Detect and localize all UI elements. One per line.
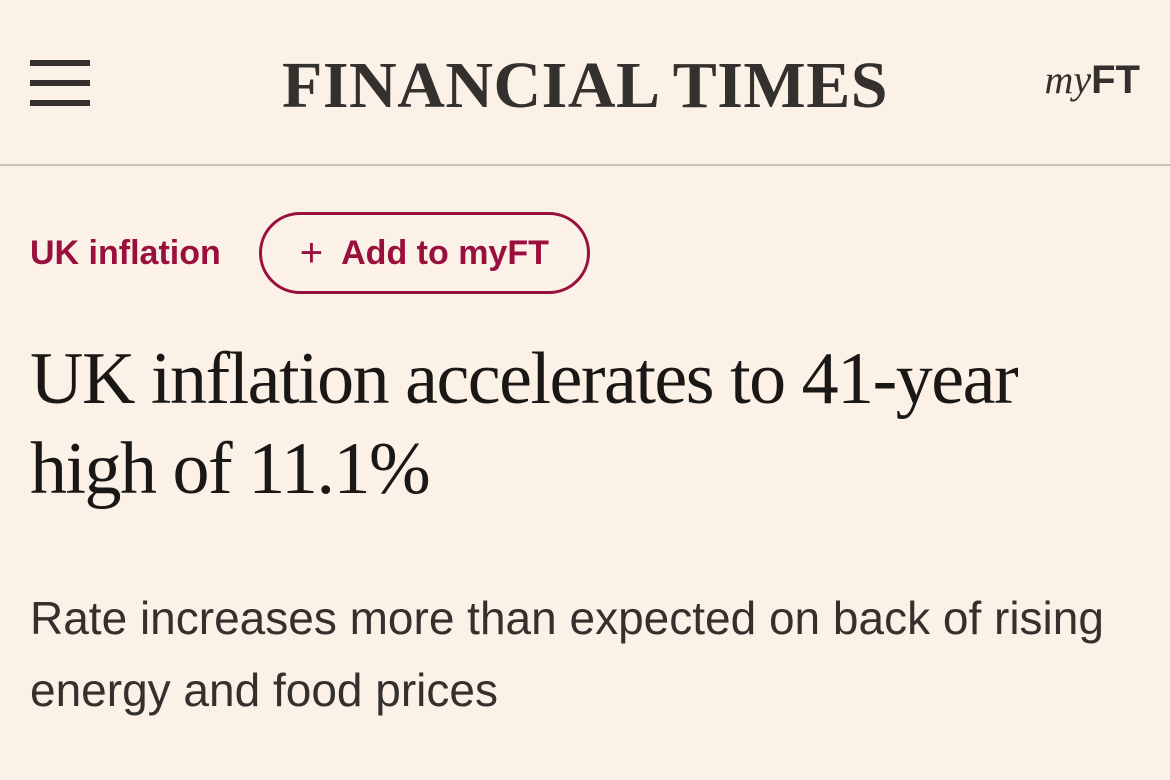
- menu-bar: [30, 80, 90, 86]
- site-header: FINANCIAL TIMES myFT: [0, 0, 1170, 166]
- plus-icon: +: [299, 231, 324, 275]
- myft-logo-my: my: [1044, 57, 1092, 102]
- article-standfirst: Rate increases more than expected on bac…: [30, 592, 1104, 716]
- add-to-myft-label: Add to myFT: [341, 233, 549, 272]
- myft-link[interactable]: myFT: [1044, 52, 1140, 108]
- menu-bar: [30, 60, 90, 66]
- menu-bar: [30, 100, 90, 106]
- article-headline: UK inflation accelerates to 41-year high…: [30, 338, 1019, 510]
- topic-link[interactable]: UK inflation: [30, 233, 221, 272]
- add-to-myft-button[interactable]: + Add to myFT: [258, 212, 590, 294]
- masthead-logo[interactable]: FINANCIAL TIMES: [282, 49, 888, 122]
- myft-logo-ft: FT: [1091, 58, 1140, 102]
- hamburger-menu-icon[interactable]: [30, 60, 90, 106]
- topic-row: UK inflation + Add to myFT: [30, 212, 590, 294]
